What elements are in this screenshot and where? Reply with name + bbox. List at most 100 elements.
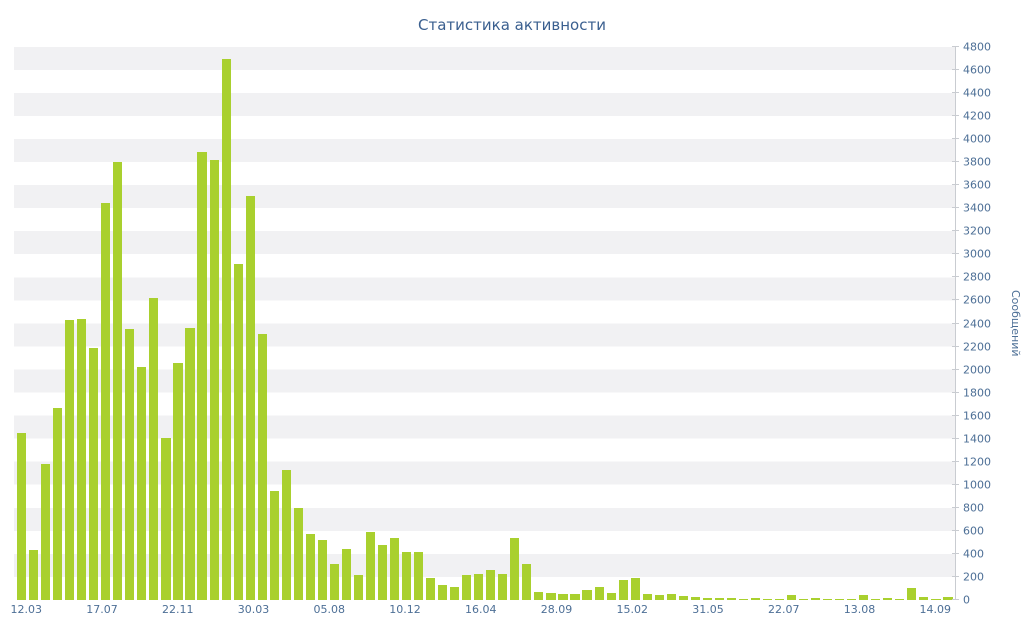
y-tick-mark <box>952 92 959 94</box>
x-tick-label: 14.09 <box>919 603 951 616</box>
bar <box>161 437 171 600</box>
bar <box>919 596 929 600</box>
y-tick-label: 1000 <box>963 478 991 492</box>
x-tick-label: 22.07 <box>767 603 800 616</box>
bar <box>726 598 736 600</box>
bar <box>197 151 207 600</box>
y-tick-mark <box>952 437 959 439</box>
y-tick-mark <box>952 322 959 324</box>
bar <box>931 598 941 600</box>
y-tick-label: 3000 <box>963 247 991 261</box>
bar <box>522 564 532 600</box>
y-tick-label: 3800 <box>963 155 991 169</box>
bar <box>402 551 412 600</box>
bar <box>293 507 303 600</box>
x-tick-label: 17.07 <box>86 603 118 616</box>
y-tick-label: 1800 <box>963 386 991 400</box>
y-tick-label: 1400 <box>963 432 991 446</box>
bar <box>702 597 712 600</box>
bar <box>774 598 785 600</box>
bar <box>823 598 833 600</box>
x-tick-label: 28.09 <box>540 603 573 616</box>
y-tick-mark <box>952 184 959 186</box>
bar <box>618 580 628 600</box>
bar <box>365 532 376 600</box>
x-tick-label: 12.03 <box>10 603 42 616</box>
y-tick-mark <box>952 552 959 554</box>
bar <box>17 432 27 600</box>
y-tick-label: 2800 <box>963 270 991 284</box>
bar <box>787 594 797 600</box>
bar <box>570 594 580 600</box>
y-tick-mark <box>952 69 959 71</box>
bar <box>630 578 640 600</box>
x-tick-label: 30.03 <box>237 603 270 616</box>
x-tick-label: 10.12 <box>389 603 421 616</box>
bar <box>750 598 761 600</box>
bar <box>77 318 87 600</box>
bar <box>534 591 544 600</box>
bar <box>594 587 604 600</box>
bar <box>257 333 267 600</box>
bar <box>209 159 219 600</box>
bar <box>606 593 616 600</box>
bar <box>943 597 953 600</box>
bar <box>762 598 773 600</box>
bar <box>377 544 388 600</box>
bar <box>185 328 195 600</box>
y-tick-label: 4800 <box>963 40 991 54</box>
bar <box>173 362 183 600</box>
y-tick-mark <box>952 529 959 531</box>
y-tick-mark <box>952 391 959 393</box>
y-tick-mark <box>952 575 959 577</box>
bar <box>29 550 39 600</box>
bar <box>125 329 135 600</box>
bar <box>341 549 351 600</box>
bar <box>221 58 231 600</box>
y-tick-mark <box>952 506 959 508</box>
bar <box>41 464 51 600</box>
bar <box>305 534 315 600</box>
bar <box>690 597 700 600</box>
y-tick-mark <box>952 46 959 47</box>
bar <box>510 537 520 600</box>
bar <box>486 570 496 600</box>
bar <box>65 320 75 600</box>
y-tick-label: 0 <box>963 593 970 607</box>
y-axis: 0 200 400 600 800 1000 1200 1400 1600 1800 2000 220… <box>952 41 1015 607</box>
x-tick-label: 15.02 <box>616 603 648 616</box>
y-tick-mark <box>952 276 959 278</box>
x-tick-label: 31.05 <box>692 603 724 616</box>
bar <box>53 407 63 600</box>
bar <box>847 598 857 600</box>
chart-title: Статистика активности <box>418 16 606 34</box>
bar <box>546 593 556 600</box>
y-tick-mark <box>952 345 959 347</box>
y-tick-label: 2600 <box>963 293 991 307</box>
y-tick-label: 4400 <box>963 86 991 100</box>
plot-area <box>14 47 956 600</box>
bar <box>426 578 436 600</box>
y-tick-label: 3400 <box>963 201 991 215</box>
y-tick-mark <box>952 299 959 301</box>
y-tick-label: 3600 <box>963 178 991 192</box>
bar <box>678 595 688 600</box>
bar <box>907 588 917 600</box>
y-tick-mark <box>952 368 959 370</box>
y-tick-label: 600 <box>963 524 984 538</box>
bar <box>474 573 484 600</box>
y-tick-label: 2200 <box>963 340 991 354</box>
y-tick-label: 3200 <box>963 224 991 238</box>
bar <box>642 594 652 600</box>
bar <box>654 594 664 600</box>
y-tick-mark <box>952 483 959 485</box>
bar <box>835 598 845 600</box>
y-tick-mark <box>952 161 959 163</box>
y-tick-label: 4600 <box>963 63 991 77</box>
bar <box>450 587 460 600</box>
bar <box>329 564 339 600</box>
x-tick-label: 22.11 <box>161 603 194 616</box>
bar <box>245 195 255 600</box>
bar <box>149 298 159 600</box>
y-tick-mark <box>952 253 959 255</box>
